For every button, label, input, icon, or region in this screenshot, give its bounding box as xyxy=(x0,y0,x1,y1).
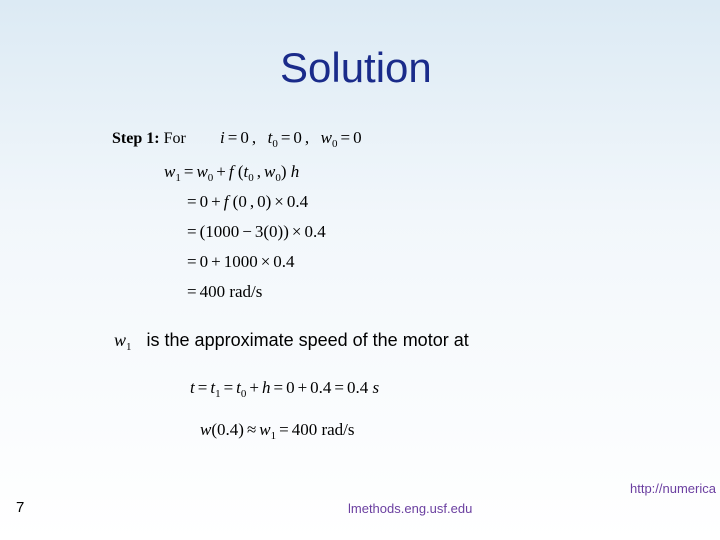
w-equation: w(0.4)≈w1=400 rad/s xyxy=(200,420,355,442)
slide-title: Solution xyxy=(280,44,432,92)
explanation: w1 is the approximate speed of the motor… xyxy=(114,330,469,353)
initial-conditions: i=0, t0=0, w0=0 xyxy=(220,128,362,150)
equation-2: =0+f (0,0)×0.4 xyxy=(184,192,308,212)
footer-center: lmethods.eng.usf.edu xyxy=(348,501,472,516)
equation-5: =400 rad/s xyxy=(184,282,262,302)
equation-4: =0+1000×0.4 xyxy=(184,252,295,272)
equation-1: w1=w0+f (t0,w0) h xyxy=(164,162,299,184)
step-for: For xyxy=(164,130,186,147)
explain-text: is the approximate speed of the motor at xyxy=(147,330,469,350)
t-equation: t=t1=t0+h=0+0.4=0.4 s xyxy=(190,378,379,400)
step-number: Step 1: xyxy=(112,130,160,147)
footer-right: http://numerica xyxy=(630,481,716,496)
page-number: 7 xyxy=(16,499,24,516)
step-label: Step 1: For xyxy=(112,130,186,148)
equation-3: =(1000−3(0))×0.4 xyxy=(184,222,326,242)
w1-var: w1 xyxy=(114,330,132,350)
